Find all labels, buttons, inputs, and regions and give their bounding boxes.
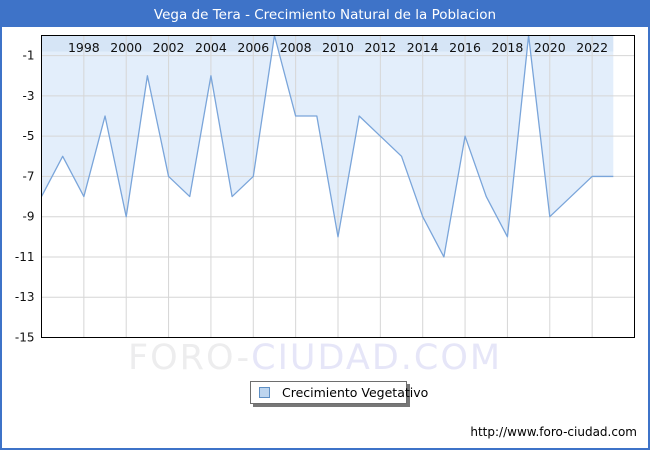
y-tick-label: -7: [23, 169, 35, 183]
x-tick-label: 2016: [449, 40, 481, 55]
x-tick-label: 2012: [364, 40, 396, 55]
x-tick-label: 2000: [110, 40, 142, 55]
x-tick-label: 2022: [576, 40, 608, 55]
plot-border: [41, 35, 635, 338]
data-line: [40, 34, 614, 258]
watermark-text-left: FORO-: [128, 338, 252, 378]
legend-label: Crecimiento Vegetativo: [282, 385, 429, 400]
x-tick-label: 2020: [534, 40, 566, 55]
x-tick-label: 2014: [407, 40, 439, 55]
chart-title: Vega de Tera - Crecimiento Natural de la…: [153, 6, 497, 23]
y-tick-label: -13: [15, 290, 35, 304]
x-tick-label: 2018: [492, 40, 524, 55]
x-tick-label: 2006: [237, 40, 269, 55]
x-tick-label: 1998: [68, 40, 100, 55]
y-tick-label: -5: [23, 129, 35, 143]
watermark: FORO-CIUDAD.COM: [128, 338, 502, 378]
y-tick-label: -9: [23, 210, 35, 224]
legend: Crecimiento Vegetativo: [250, 381, 428, 404]
x-tick-label: 2004: [195, 40, 227, 55]
watermark-text-right: CIUDAD.COM: [251, 338, 503, 378]
area-fill: [41, 35, 614, 257]
y-tick-label: -15: [15, 331, 35, 345]
x-tick-label: 2002: [153, 40, 185, 55]
x-tick-label: 2008: [280, 40, 312, 55]
legend-swatch-icon: [259, 387, 270, 398]
x-tick-label: 2010: [322, 40, 354, 55]
y-tick-label: -3: [23, 89, 35, 103]
footer-url-link[interactable]: http://www.foro-ciudad.com: [470, 425, 637, 439]
y-tick-label: -11: [15, 250, 35, 264]
title-bar: Vega de Tera - Crecimiento Natural de la…: [2, 2, 648, 27]
y-tick-label: -1: [23, 49, 35, 63]
